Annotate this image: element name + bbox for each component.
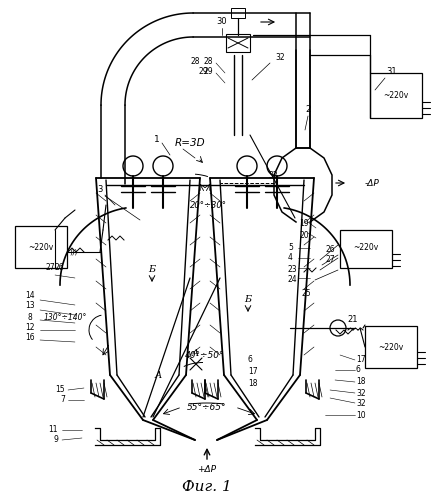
Text: 6: 6: [248, 356, 253, 364]
Bar: [226, 34, 250, 52]
Text: ~220v: ~220v: [383, 90, 409, 100]
Text: Фиг. 1: Фиг. 1: [182, 480, 232, 494]
Text: 20°÷30°: 20°÷30°: [190, 200, 227, 209]
Text: А: А: [191, 348, 199, 358]
Text: 2: 2: [305, 106, 311, 114]
Text: 23: 23: [288, 266, 298, 274]
Text: 8: 8: [28, 312, 33, 322]
Bar: [15, 226, 67, 268]
Text: 26: 26: [325, 246, 335, 254]
Text: 40°÷50°: 40°÷50°: [185, 350, 225, 360]
Text: 1: 1: [154, 136, 160, 144]
Text: -ΔP: -ΔP: [365, 178, 380, 188]
Text: Б: Б: [244, 296, 252, 304]
Text: 32: 32: [356, 398, 365, 407]
Bar: [340, 230, 392, 268]
Text: 11: 11: [49, 426, 58, 434]
Text: Б: Б: [148, 266, 155, 274]
Text: 6: 6: [356, 366, 361, 374]
Text: 17: 17: [248, 368, 258, 376]
Text: 18: 18: [248, 378, 257, 388]
Circle shape: [330, 320, 346, 336]
Text: ~220v: ~220v: [28, 244, 54, 252]
Text: 25: 25: [302, 288, 312, 298]
Text: 18: 18: [356, 378, 365, 386]
Text: 28: 28: [191, 58, 200, 66]
Text: 15: 15: [56, 386, 65, 394]
Bar: [370, 73, 422, 118]
Bar: [365, 326, 417, 368]
Text: 130°÷140°: 130°÷140°: [43, 314, 87, 322]
Text: 27: 27: [325, 256, 335, 264]
Text: 20: 20: [299, 230, 309, 239]
Text: 13: 13: [25, 302, 35, 310]
Text: R=3D: R=3D: [175, 138, 206, 148]
Text: 21: 21: [347, 316, 358, 324]
Text: 32: 32: [275, 54, 285, 62]
Text: 17: 17: [356, 356, 365, 364]
Text: 32: 32: [356, 388, 365, 398]
Text: 12: 12: [25, 324, 35, 332]
Text: 27: 27: [45, 264, 55, 272]
Text: 16: 16: [25, 334, 35, 342]
Text: 5: 5: [288, 244, 293, 252]
Text: 26: 26: [54, 264, 64, 272]
Text: 10: 10: [356, 410, 365, 420]
Text: 24: 24: [288, 276, 298, 284]
Text: 29: 29: [204, 68, 213, 76]
Text: 31: 31: [387, 68, 397, 76]
Text: ))): ))): [69, 248, 77, 255]
Text: 19: 19: [299, 220, 309, 228]
Text: ~220v: ~220v: [378, 342, 404, 351]
Text: 32: 32: [268, 170, 278, 179]
Text: 14: 14: [25, 290, 35, 300]
Text: 30: 30: [217, 18, 227, 26]
Text: А: А: [155, 370, 162, 380]
Text: 29: 29: [198, 68, 208, 76]
Text: ~220v: ~220v: [353, 244, 378, 252]
Text: 28: 28: [204, 58, 213, 66]
Text: 9: 9: [53, 436, 58, 444]
Text: +ΔP: +ΔP: [197, 466, 217, 474]
Text: 55°÷65°: 55°÷65°: [187, 404, 227, 412]
Bar: [231, 8, 245, 18]
Text: 7: 7: [60, 396, 65, 404]
Text: 4: 4: [288, 254, 293, 262]
Text: 3: 3: [97, 186, 103, 194]
